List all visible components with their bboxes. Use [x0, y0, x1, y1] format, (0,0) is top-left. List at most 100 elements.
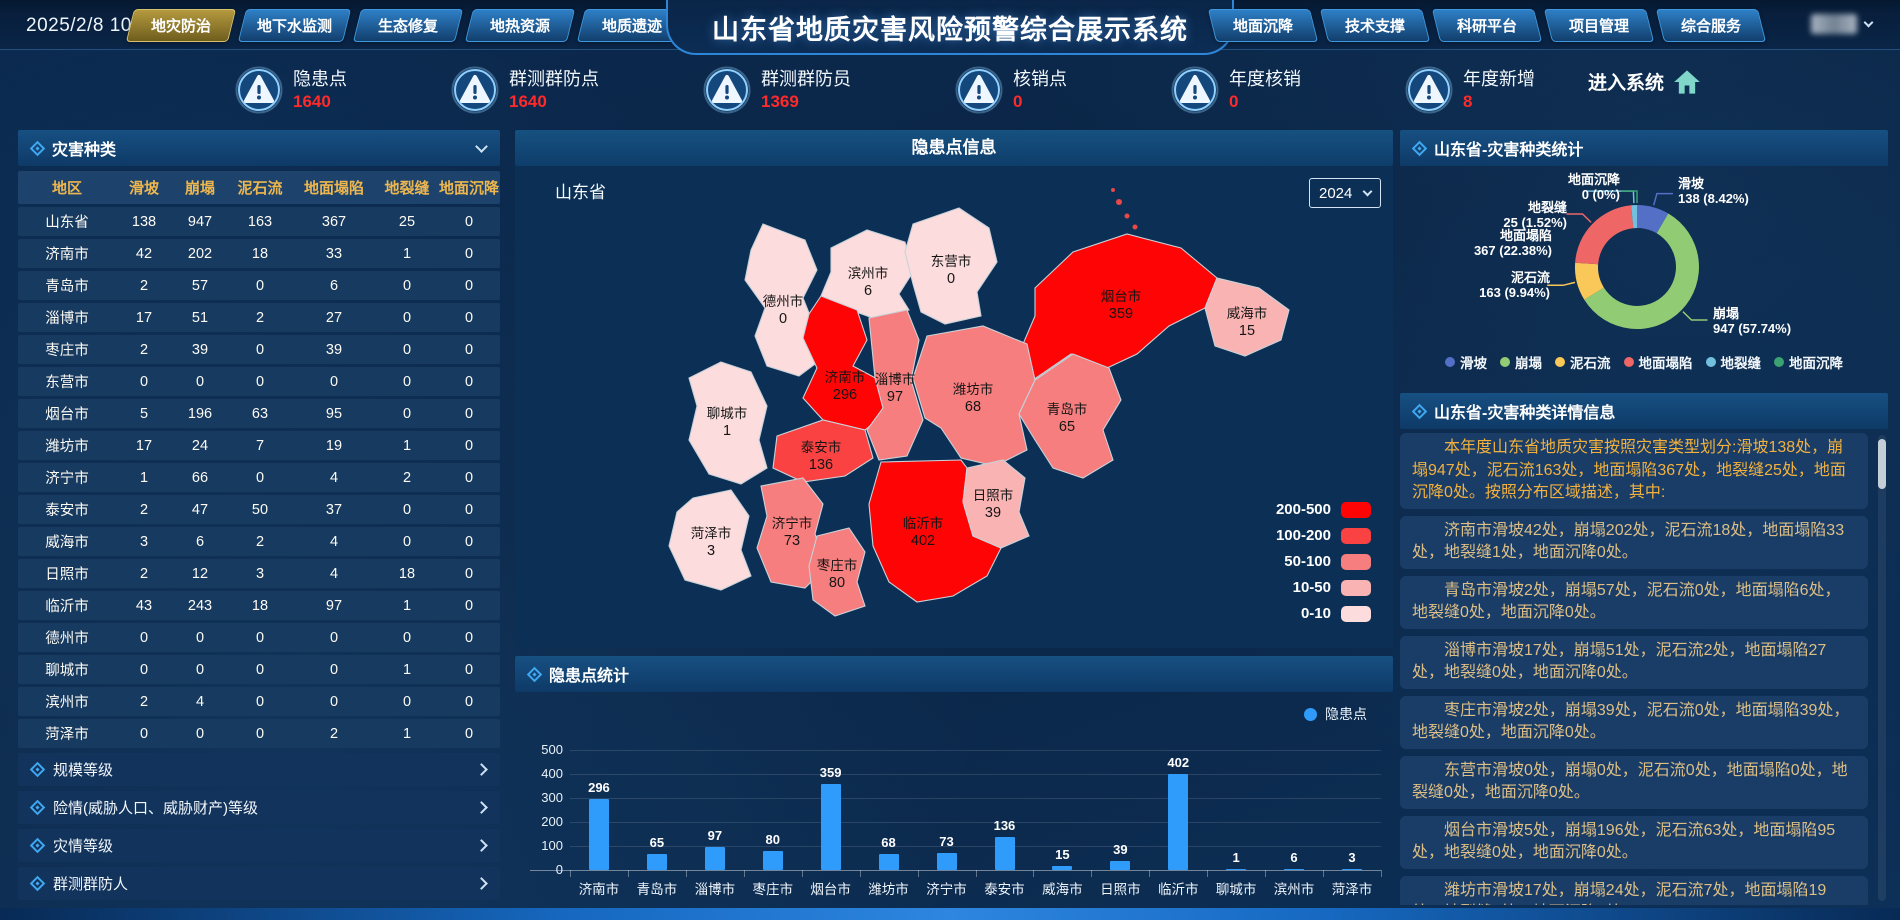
bar[interactable]	[1052, 866, 1073, 870]
bar[interactable]	[589, 799, 609, 870]
table-cell: 0	[464, 373, 474, 390]
table-row[interactable]: 滨州市 2 4 0 0 0 0	[18, 687, 500, 716]
bar[interactable]	[994, 837, 1015, 870]
bar-panel-title: 隐患点统计	[549, 668, 630, 685]
map-region-heze[interactable]	[668, 489, 752, 591]
bar[interactable]	[762, 850, 783, 870]
table-row[interactable]: 枣庄市 2 39 0 39 0 0	[18, 335, 500, 364]
stat-text: 隐患点 1640	[293, 69, 347, 111]
stat-text: 年度新增 8	[1463, 69, 1535, 111]
nav-tab[interactable]: 地下水监测	[237, 9, 352, 42]
nav-tab[interactable]: 项目管理	[1543, 9, 1655, 42]
collapsed-section[interactable]: 灾情等级	[18, 829, 500, 862]
map-region-qingdao[interactable]	[1018, 353, 1122, 479]
donut-legend-item[interactable]: 地面沉降	[1774, 352, 1843, 372]
map-region-weihai[interactable]	[1204, 277, 1290, 357]
bar[interactable]	[820, 783, 841, 870]
collapsed-section[interactable]: 群测群防人	[18, 867, 500, 900]
details-scrollbar[interactable]	[1878, 435, 1886, 901]
map-region-zaozhuang[interactable]	[808, 527, 866, 617]
map-region-zibo[interactable]	[866, 309, 924, 461]
table-row[interactable]: 菏泽市 0 0 0 2 1 0	[18, 719, 500, 748]
diamond-icon	[526, 666, 543, 682]
disaster-type-panel-header[interactable]: 灾害种类	[18, 130, 500, 166]
left-nav-tabs: 地灾防治 地下水监测 生态修复 地热资源 地质遗迹	[125, 9, 688, 42]
table-row[interactable]: 泰安市 2 47 50 37 0 0	[18, 495, 500, 524]
table-row[interactable]: 山东省 138 947 163 367 25 0	[18, 207, 500, 236]
table-row[interactable]: 潍坊市 17 24 7 19 1 0	[18, 431, 500, 460]
table-row[interactable]: 威海市 3 6 2 4 0 0	[18, 527, 500, 556]
table-cell: 济南市	[45, 247, 89, 263]
nav-tab[interactable]: 科研平台	[1431, 9, 1543, 42]
details-panel-title: 山东省-灾害种类详情信息	[1434, 405, 1616, 422]
map-region-rizhao[interactable]	[962, 459, 1030, 549]
bar[interactable]	[1110, 860, 1131, 870]
table-cell: 6	[195, 533, 205, 550]
scrollbar-thumb[interactable]	[1878, 439, 1886, 489]
bar[interactable]	[646, 854, 667, 870]
table-row[interactable]: 淄博市 17 51 2 27 0 0	[18, 303, 500, 332]
donut-slice[interactable]	[1637, 205, 1669, 234]
table-cell: 97	[325, 597, 343, 614]
donut-legend-item[interactable]: 崩塌	[1500, 352, 1542, 372]
donut-legend-item[interactable]: 泥石流	[1555, 352, 1611, 372]
table-cell: 0	[464, 565, 474, 582]
bar[interactable]	[1342, 868, 1362, 870]
map-region-weifang[interactable]	[912, 325, 1036, 467]
table-cell: 1	[139, 469, 149, 486]
details-paragraph: 东营市滑坡0处，崩塌0处，泥石流0处，地面塌陷0处，地裂缝0处，地面沉降0处。	[1400, 755, 1868, 809]
donut-slice[interactable]	[1575, 205, 1634, 265]
table-cell: 0	[402, 277, 412, 294]
map-region-binzhou[interactable]	[820, 229, 914, 319]
collapsed-section[interactable]: 险情(威胁人口、威胁财产)等级	[18, 791, 500, 824]
table-row[interactable]: 聊城市 0 0 0 0 1 0	[18, 655, 500, 684]
user-name-blurred	[1811, 14, 1857, 34]
x-axis-tick	[1207, 870, 1209, 877]
bar[interactable]	[878, 853, 899, 870]
table-row[interactable]: 东营市 0 0 0 0 0 0	[18, 367, 500, 396]
map-region-taian[interactable]	[772, 419, 874, 483]
nav-tab[interactable]: 地面沉降	[1207, 9, 1319, 42]
donut-panel-title: 山东省-灾害种类统计	[1434, 142, 1584, 159]
nav-tab[interactable]: 地灾防治	[125, 9, 237, 42]
donut-slice[interactable]	[1574, 262, 1604, 300]
table-row[interactable]: 济南市 42 202 18 33 1 0	[18, 239, 500, 268]
map-region-dongying[interactable]	[904, 207, 998, 325]
table-row[interactable]: 青岛市 2 57 0 6 0 0	[18, 271, 500, 300]
table-row[interactable]: 烟台市 5 196 63 95 0 0	[18, 399, 500, 428]
bar-chart-legend[interactable]: 隐患点	[1304, 704, 1367, 724]
enter-system-button[interactable]: 进入系统	[1588, 68, 1701, 95]
bar-value-label: 6	[1290, 849, 1298, 865]
year-select[interactable]: 2024	[1309, 178, 1381, 208]
grid-line	[570, 822, 1381, 823]
donut-legend-item[interactable]: 地裂缝	[1705, 352, 1761, 372]
bar[interactable]	[1168, 773, 1189, 870]
bar[interactable]	[704, 846, 725, 870]
user-menu[interactable]	[1811, 14, 1874, 34]
donut-slice[interactable]	[1631, 205, 1637, 229]
donut-slice[interactable]	[1584, 213, 1699, 330]
map-region-yantai[interactable]	[1022, 233, 1218, 381]
donut-legend-item[interactable]: 滑坡	[1445, 352, 1487, 372]
table-cell: 12	[191, 565, 209, 582]
map-region-liaocheng[interactable]	[688, 361, 768, 485]
table-cell: 德州市	[45, 631, 89, 647]
details-panel-header: 山东省-灾害种类详情信息	[1400, 393, 1888, 429]
nav-tab[interactable]: 技术支撑	[1319, 9, 1431, 42]
table-row[interactable]: 临沂市 43 243 18 97 1 0	[18, 591, 500, 620]
donut-legend-item[interactable]: 地面塌陷	[1623, 352, 1693, 372]
bar[interactable]	[1226, 868, 1247, 870]
table-row[interactable]: 济宁市 1 66 0 4 2 0	[18, 463, 500, 492]
nav-tab[interactable]: 综合服务	[1655, 9, 1767, 42]
year-select-value: 2024	[1319, 184, 1353, 202]
nav-tab[interactable]: 地热资源	[464, 9, 576, 42]
table-row[interactable]: 日照市 2 12 3 4 18 0	[18, 559, 500, 588]
chevron-down-icon	[1863, 17, 1874, 27]
nav-tab[interactable]: 生态修复	[352, 9, 464, 42]
bar[interactable]	[936, 852, 957, 870]
bar[interactable]	[1284, 868, 1305, 870]
warning-triangle-icon	[1405, 66, 1453, 114]
table-row[interactable]: 德州市 0 0 0 0 0 0	[18, 623, 500, 652]
top-header: 2025/2/8 10:05:54 地灾防治 地下水监测 生态修复 地热资源 地质遗迹 …	[0, 0, 1900, 55]
collapsed-section[interactable]: 规模等级	[18, 753, 500, 786]
